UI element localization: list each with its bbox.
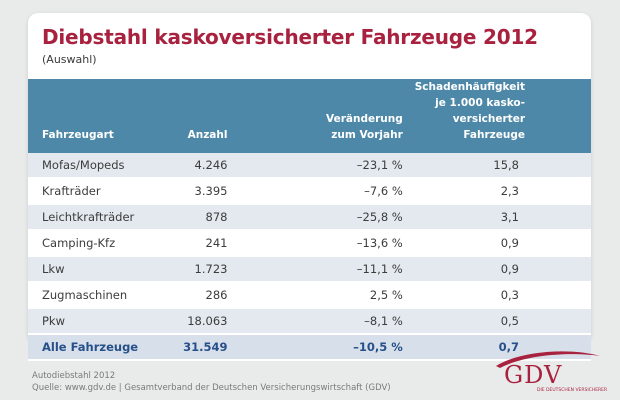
table-total-row: Alle Fahrzeuge 31.549 –10,5 % 0,7 (28, 334, 591, 361)
header-change: Veränderung zum Vorjahr (233, 79, 408, 153)
total-vehicle-type: Alle Fahrzeuge (28, 334, 170, 361)
gdv-logo: GDV DIE DEUTSCHEN VERSICHERER (482, 348, 607, 398)
cell-change: –13,6 % (233, 230, 409, 257)
cell-vehicle-type: Mofas/Mopeds (28, 153, 170, 179)
table-row: Pkw 18.063 –8,1 % 0,5 (28, 308, 591, 335)
cell-count: 4.246 (169, 153, 234, 179)
cell-frequency: 0,9 (408, 256, 591, 283)
cell-change: –8,1 % (233, 308, 409, 335)
logo-text: GDV (504, 361, 563, 389)
header-change-line2: zum Vorjahr (331, 129, 403, 141)
cell-vehicle-type: Krafträder (28, 178, 170, 205)
table-row: Zugmaschinen 286 2,5 % 0,3 (28, 282, 591, 309)
footer-source: Quelle: www.gdv.de | Gesamtverband der D… (32, 383, 391, 393)
cell-count: 241 (169, 230, 234, 257)
table-row: Mofas/Mopeds 4.246 –23,1 % 15,8 (28, 153, 591, 179)
total-count: 31.549 (169, 334, 234, 361)
table-header-row: Fahrzeugart Anzahl Veränderung zum Vorja… (28, 79, 591, 153)
header-freq-line3: versicherter Fahrzeuge (452, 113, 525, 141)
page-subtitle: (Auswahl) (42, 53, 97, 66)
cell-vehicle-type: Lkw (28, 256, 170, 283)
header-vehicle-type: Fahrzeugart (42, 129, 114, 141)
cell-count: 286 (169, 282, 234, 309)
cell-count: 878 (169, 204, 234, 231)
total-change: –10,5 % (233, 334, 409, 361)
cell-frequency: 3,1 (408, 204, 591, 231)
cell-frequency: 0,3 (408, 282, 591, 309)
cell-count: 18.063 (169, 308, 234, 335)
cell-change: –25,8 % (233, 204, 409, 231)
footer-caption: Autodiebstahl 2012 (32, 371, 116, 381)
header-freq-line1: Schadenhäufigkeit (414, 81, 525, 93)
theft-table: Fahrzeugart Anzahl Veränderung zum Vorja… (28, 79, 591, 361)
cell-change: 2,5 % (233, 282, 409, 309)
cell-vehicle-type: Zugmaschinen (28, 282, 170, 309)
cell-vehicle-type: Camping-Kfz (28, 230, 170, 257)
cell-count: 1.723 (169, 256, 234, 283)
cell-frequency: 15,8 (408, 153, 591, 179)
header-count: Anzahl (187, 129, 228, 141)
cell-frequency: 2,3 (408, 178, 591, 205)
table-row: Krafträder 3.395 –7,6 % 2,3 (28, 178, 591, 205)
page-title: Diebstahl kaskoversicherter Fahrzeuge 20… (42, 25, 538, 49)
header-change-line1: Veränderung (326, 113, 403, 125)
header-freq-line2: je 1.000 kasko- (435, 97, 525, 109)
cell-frequency: 0,5 (408, 308, 591, 335)
header-frequency: Schadenhäufigkeit je 1.000 kasko- versic… (409, 79, 591, 153)
logo-swoosh-icon (496, 351, 600, 368)
cell-change: –23,1 % (233, 153, 409, 179)
cell-change: –7,6 % (233, 178, 409, 205)
table-row: Lkw 1.723 –11,1 % 0,9 (28, 256, 591, 283)
cell-change: –11,1 % (233, 256, 409, 283)
cell-vehicle-type: Pkw (28, 308, 170, 335)
table-row: Leichtkrafträder 878 –25,8 % 3,1 (28, 204, 591, 231)
cell-count: 3.395 (169, 178, 234, 205)
logo-subtext: DIE DEUTSCHEN VERSICHERER (537, 388, 608, 393)
table-row: Camping-Kfz 241 –13,6 % 0,9 (28, 230, 591, 257)
total-frequency: 0,7 (408, 334, 591, 361)
cell-frequency: 0,9 (408, 230, 591, 257)
cell-vehicle-type: Leichtkrafträder (28, 204, 170, 231)
content-card: Diebstahl kaskoversicherter Fahrzeuge 20… (28, 13, 591, 361)
